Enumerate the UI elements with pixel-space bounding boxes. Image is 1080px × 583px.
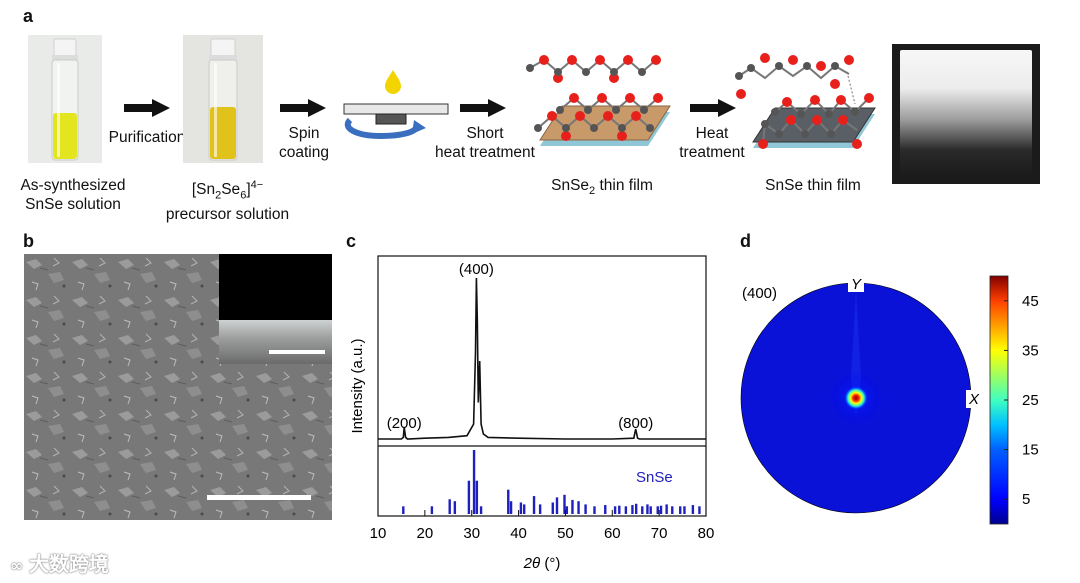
pole-x-label: X [968,391,980,408]
panel-label-b: b [23,231,34,251]
arrow-icon [460,99,506,117]
arrow-icon [690,99,736,117]
y-axis-box [848,276,864,292]
colorbar-ticks: 5 15 25 35 45 [1004,293,1039,508]
y-axis-label: Intensity (a.u.) [349,338,366,433]
x-axis-box [966,390,982,408]
watermark: ∞ 大数跨境 [10,554,109,576]
xrd-plot-frame [377,255,707,517]
snse2-caption: SnSe2 thin film [551,177,653,198]
purification-label: Purification [108,129,186,146]
amber-solution [210,107,236,159]
inset-scale-bar [269,350,325,354]
colorbar-tick-label: 5 [1022,491,1030,508]
xrd-chart: 10 20 30 40 50 60 70 80 (200) (400) (800) SnSe In… [349,255,715,572]
vial-photo-1 [28,35,102,163]
central-pole-spot [844,386,868,410]
x-tick-label: 40 [510,525,527,542]
heat-treatment-label: Heat treatment [679,125,745,161]
snse-film-illustration [735,53,876,149]
x-tick-label: 60 [604,525,621,542]
snse-caption: SnSe thin film [765,177,861,194]
xrd-pattern-line [378,277,706,440]
sem-inset [219,254,332,364]
colorbar-tick-label: 15 [1022,442,1039,459]
droplet-icon [385,70,401,94]
short-heat-label: Short heat treatment [435,125,535,161]
x-tick-label: 20 [417,525,434,542]
spin-coater-icon [343,70,449,140]
vial2-caption: [Sn2Se6]4− precursor solution [165,179,290,224]
colorbar-tick-label: 45 [1022,293,1039,310]
film-photo [892,44,1040,184]
vial1-caption: As-synthesized SnSe solution [20,177,126,213]
watermark-logo-icon: ∞ [10,556,24,575]
panel-label-c: c [346,231,357,251]
spin-coating-label: Spin coating [279,125,329,161]
scale-bar [207,495,311,500]
arrow-icon [124,99,170,117]
x-tick-label: 50 [557,525,574,542]
reference-label: SnSe [636,469,673,486]
x-tick-label: 70 [651,525,668,542]
yellow-solution [53,113,77,159]
x-axis-label: 2θ (°) [523,555,561,572]
reference-sticks [402,450,701,514]
pole-figure-label: (400) [742,285,777,302]
sem-image [24,254,332,520]
peak-label: (800) [618,415,653,432]
x-tick-label: 30 [463,525,480,542]
x-tick-label: 10 [370,525,387,542]
arrow-icon [280,99,326,117]
colorbar-tick-label: 25 [1022,392,1039,409]
pole-y-label: Y [851,276,862,293]
panel-label-a: a [23,6,34,26]
x-axis-ticks: 10 20 30 40 50 60 70 80 [370,510,715,542]
spin-arrow-icon [344,117,419,140]
colorbar-tick-label: 35 [1022,342,1039,359]
panel-label-d: d [740,231,751,251]
snse2-film-illustration [526,55,671,146]
peak-label: (400) [459,261,494,278]
peak-labels: (200) (400) (800) [387,261,654,432]
vial-photo-2 [183,35,263,163]
pole-figure: Y X (400) 5 15 25 35 45 [740,275,1039,525]
x-tick-label: 80 [698,525,715,542]
peak-label: (200) [387,415,422,432]
